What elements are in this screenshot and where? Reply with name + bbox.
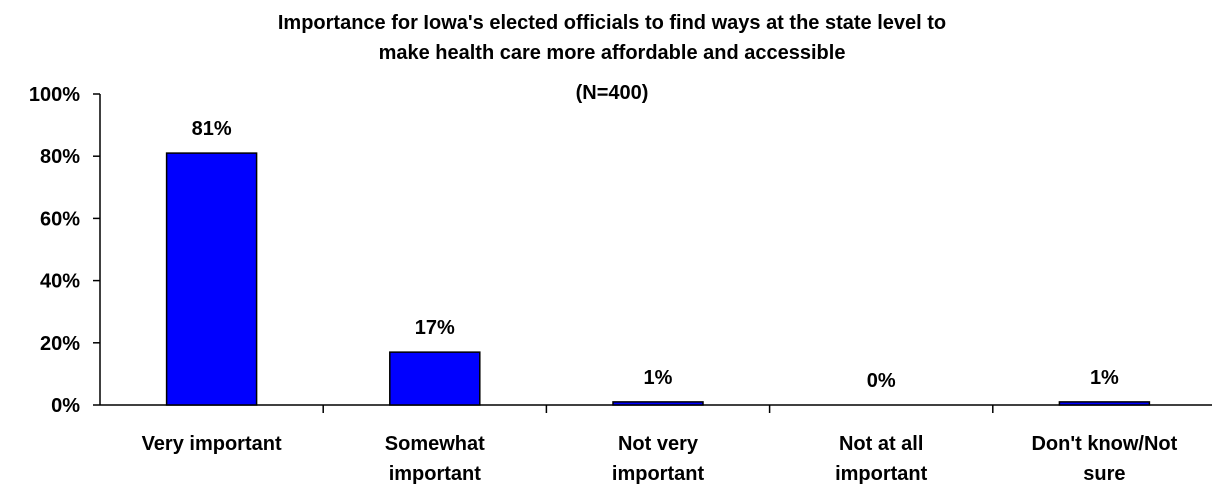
category-label: important (389, 463, 482, 485)
chart-bars (165, 152, 1151, 406)
category-label: Not at all (839, 433, 923, 455)
chart-title-line: (N=400) (576, 82, 649, 104)
bar-value-label: 0% (867, 370, 896, 392)
chart-title-line: Importance for Iowa's elected officials … (278, 12, 946, 34)
bar (1058, 401, 1151, 406)
chart-title-line: make health care more affordable and acc… (379, 42, 846, 64)
category-label: sure (1083, 463, 1125, 485)
chart-title: Importance for Iowa's elected officials … (278, 12, 946, 104)
bar-value-label: 1% (1090, 367, 1119, 389)
chart-axes: 0% 20% 40% 60% 80% 100% (29, 84, 1212, 417)
bar-value-label: 17% (415, 317, 455, 339)
chart-value-labels: 81% 17% 1% 0% 1% (192, 118, 1119, 392)
bar-value-label: 81% (192, 118, 232, 140)
category-label: Somewhat (385, 433, 485, 455)
bar (165, 152, 258, 406)
y-tick-label: 80% (40, 146, 80, 168)
bar (612, 401, 704, 406)
bar (389, 351, 481, 406)
y-tick-label: 100% (29, 84, 80, 106)
category-label: Not very (618, 433, 699, 455)
y-tick-label: 60% (40, 208, 80, 230)
category-label: important (835, 463, 928, 485)
category-label: Very important (142, 433, 282, 455)
bar-value-label: 1% (644, 367, 673, 389)
category-label: important (612, 463, 705, 485)
category-label: Don't know/Not (1031, 433, 1177, 455)
y-tick-label: 0% (51, 395, 80, 417)
y-tick-label: 20% (40, 333, 80, 355)
chart-category-labels: Very important Somewhat important Not very i… (142, 433, 1178, 485)
y-tick-label: 40% (40, 271, 80, 293)
